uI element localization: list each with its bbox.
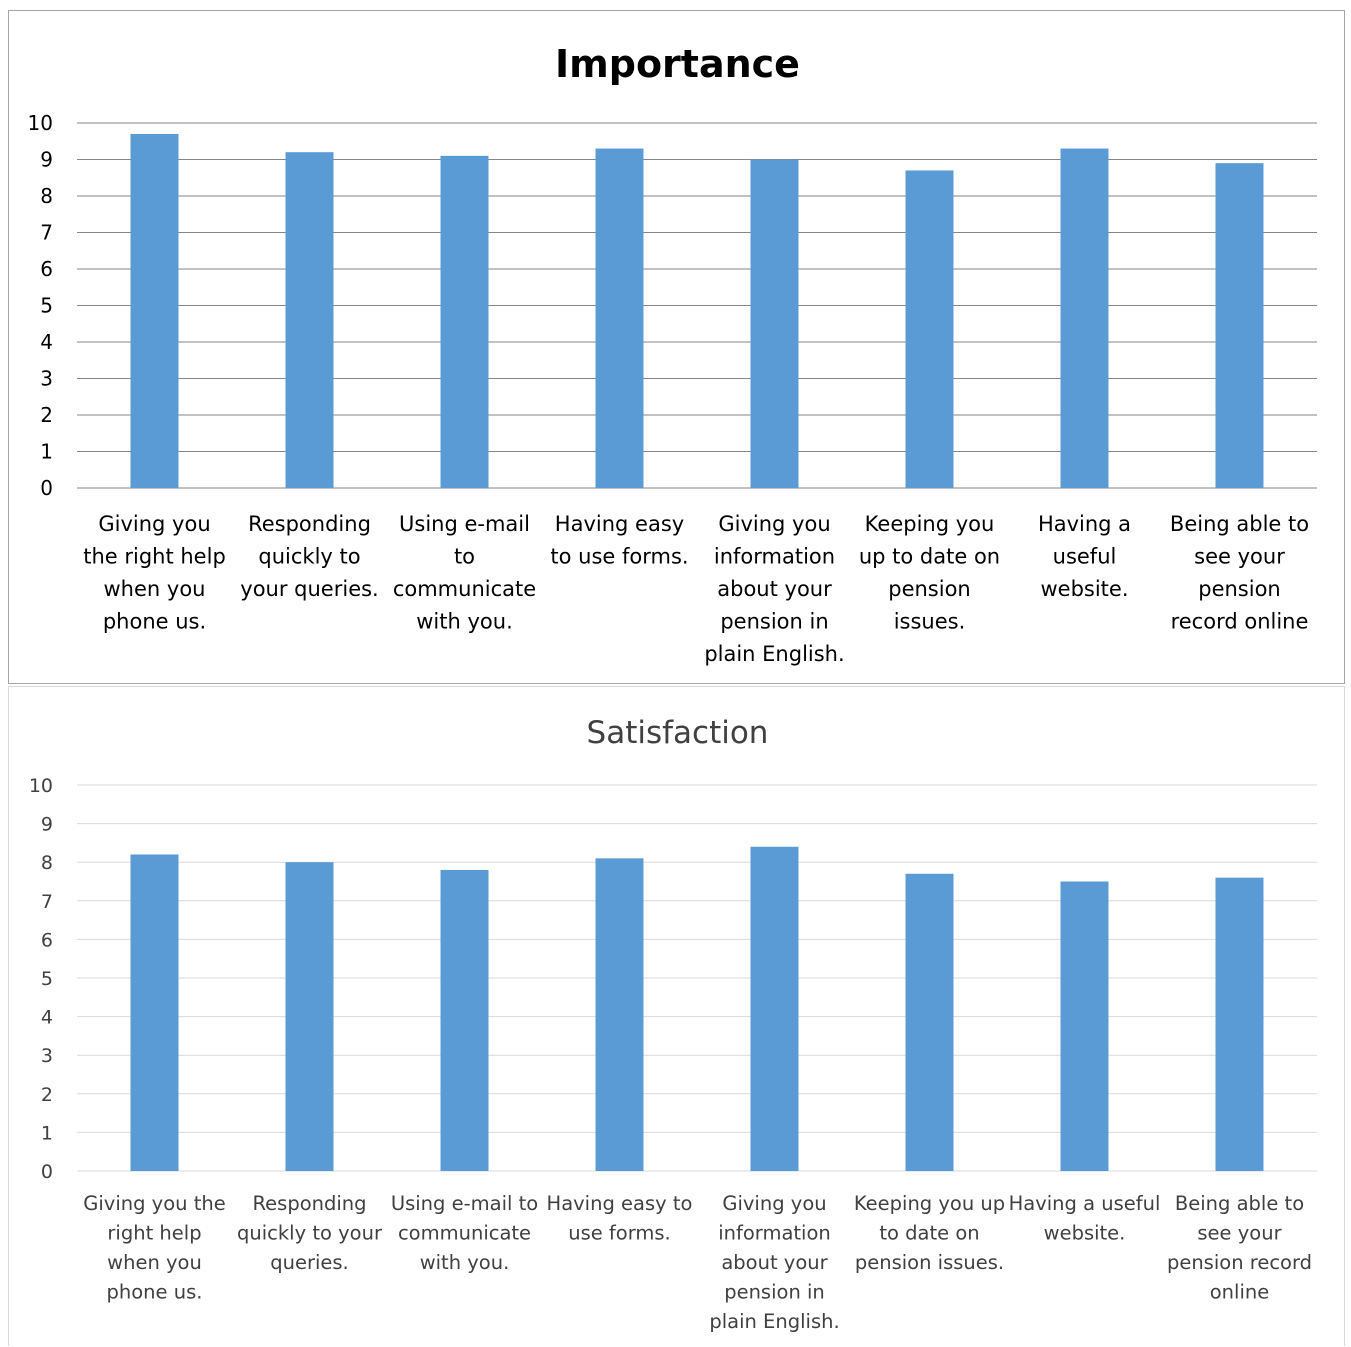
satisfaction-y-tick-label: 3 <box>41 1045 53 1067</box>
satisfaction-y-tick-label: 4 <box>41 1007 53 1029</box>
satisfaction-bar <box>750 846 799 1171</box>
importance-category-label: Giving you information about your pension i… <box>704 512 844 666</box>
satisfaction-category-label: Using e-mail to communicate with you. <box>391 1192 538 1274</box>
importance-y-tick-label: 3 <box>40 367 53 391</box>
satisfaction-category-label: Having easy to use forms. <box>547 1192 693 1245</box>
satisfaction-bar <box>285 862 334 1171</box>
importance-bar <box>440 155 489 488</box>
satisfaction-y-tick-label: 8 <box>41 852 53 874</box>
satisfaction-bar <box>595 858 644 1171</box>
importance-bar <box>1215 163 1264 488</box>
satisfaction-category-label: Having a useful website. <box>1009 1192 1161 1245</box>
importance-bar <box>1060 148 1109 489</box>
satisfaction-bar <box>1060 881 1109 1171</box>
importance-chart-svg: Importance 0 1 2 3 4 5 6 7 8 9 10 Giving you the righ… <box>28 42 1317 666</box>
importance-y-tick-label: 0 <box>40 476 53 500</box>
satisfaction-y-tick-label: 10 <box>29 775 53 797</box>
importance-y-tick-label: 4 <box>40 330 53 354</box>
satisfaction-y-tick-label: 1 <box>41 1122 53 1144</box>
satisfaction-chart-title: Satisfaction <box>587 715 769 751</box>
satisfaction-y-tick-label: 6 <box>41 929 53 951</box>
satisfaction-chart: Satisfaction 0 1 2 3 4 5 6 7 8 9 10 Giving you the ri… <box>8 686 1345 1346</box>
satisfaction-bar <box>440 869 489 1171</box>
importance-bar <box>595 148 644 489</box>
satisfaction-category-label: Keeping you up to date on pension issues. <box>854 1192 1005 1274</box>
satisfaction-y-tick-label: 0 <box>41 1161 53 1183</box>
satisfaction-category-label: Responding quickly to your queries. <box>237 1192 383 1274</box>
importance-y-tick-label: 10 <box>28 111 53 135</box>
importance-y-tick-label: 7 <box>40 221 53 245</box>
importance-y-tick-label: 2 <box>40 403 53 427</box>
satisfaction-y-tick-label: 2 <box>41 1084 53 1106</box>
importance-category-label: Having easy to use forms. <box>550 512 688 569</box>
importance-category-label: Being able to see your pension record onlin… <box>1170 512 1309 634</box>
importance-category-label: Giving you the right help when you phone us… <box>83 512 226 634</box>
satisfaction-category-label: Being able to see your pension record onlin… <box>1167 1192 1312 1304</box>
satisfaction-bar <box>1215 877 1264 1171</box>
satisfaction-chart-svg: Satisfaction 0 1 2 3 4 5 6 7 8 9 10 Giving you the ri… <box>29 715 1317 1333</box>
satisfaction-y-tick-label: 5 <box>41 968 53 990</box>
satisfaction-category-label: Giving you the right help when you phone us… <box>83 1192 225 1304</box>
importance-y-tick-label: 1 <box>40 440 53 464</box>
satisfaction-bar <box>905 873 954 1171</box>
importance-y-tick-label: 9 <box>40 148 53 172</box>
importance-category-label: Using e-mail to communicate with you. <box>393 512 536 634</box>
importance-bar <box>750 159 799 488</box>
importance-bar <box>130 133 179 488</box>
importance-category-label: Having a useful website. <box>1038 512 1131 601</box>
satisfaction-category-label: Giving you information about your pension i… <box>709 1192 839 1333</box>
importance-y-tick-label: 5 <box>40 294 53 318</box>
importance-category-label: Keeping you up to date on pension issues. <box>859 512 1000 634</box>
satisfaction-y-tick-label: 9 <box>41 814 53 836</box>
importance-chart: Importance 0 1 2 3 4 5 6 7 8 9 10 Giving you the righ… <box>8 10 1345 684</box>
satisfaction-bar <box>130 854 179 1171</box>
satisfaction-y-tick-label: 7 <box>41 891 53 913</box>
importance-category-label: Responding quickly to your queries. <box>240 512 378 601</box>
importance-chart-title: Importance <box>555 42 800 86</box>
importance-bar <box>905 170 954 488</box>
importance-y-tick-label: 6 <box>40 257 53 281</box>
importance-bar <box>285 152 334 488</box>
importance-y-tick-label: 8 <box>40 184 53 208</box>
